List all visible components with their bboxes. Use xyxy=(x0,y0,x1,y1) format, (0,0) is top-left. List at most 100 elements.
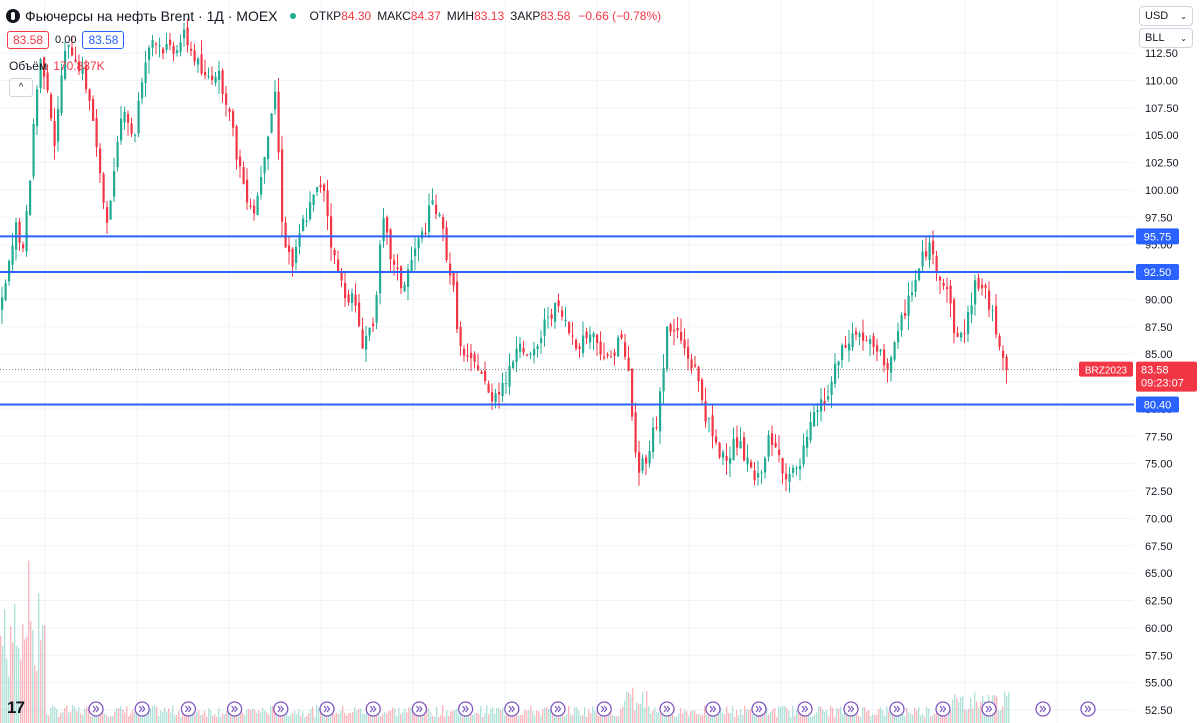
volume-bar xyxy=(400,714,402,723)
event-marker-icon[interactable] xyxy=(1080,701,1096,717)
volume-bar xyxy=(178,710,180,723)
volume-bar xyxy=(408,707,410,723)
event-marker-icon[interactable] xyxy=(273,701,289,717)
candle xyxy=(449,252,452,285)
candle xyxy=(120,106,123,145)
volume-bar xyxy=(142,711,144,723)
volume-bar xyxy=(902,709,904,723)
volume-bar xyxy=(116,707,118,723)
event-marker-icon[interactable] xyxy=(1035,701,1051,717)
buy-price-button[interactable]: 83.58 xyxy=(82,31,125,49)
volume-bar xyxy=(80,713,82,723)
volume-bar xyxy=(196,711,198,723)
price-tick-label: 70.00 xyxy=(1145,513,1173,525)
volume-bar xyxy=(70,711,72,723)
candle xyxy=(571,322,574,345)
volume-bar xyxy=(748,709,750,723)
candle xyxy=(858,331,861,346)
candle xyxy=(897,322,900,349)
candle xyxy=(683,328,686,356)
volume-bar xyxy=(150,708,152,723)
candle xyxy=(134,133,137,143)
event-marker-icon[interactable] xyxy=(981,701,997,717)
candle xyxy=(949,279,952,318)
event-marker-icon[interactable] xyxy=(659,701,675,717)
event-marker-icon[interactable] xyxy=(504,701,520,717)
price-tick-label: 60.00 xyxy=(1145,623,1173,635)
event-marker-icon[interactable] xyxy=(705,701,721,717)
volume-bar xyxy=(206,716,208,723)
volume-bar xyxy=(684,709,686,723)
volume-bar xyxy=(976,701,978,723)
event-marker-icon[interactable] xyxy=(226,701,243,717)
volume-bar xyxy=(148,712,150,723)
unit-select[interactable]: BLL ⌄ xyxy=(1139,28,1193,48)
event-marker-icon[interactable] xyxy=(797,701,813,717)
event-marker-icon[interactable] xyxy=(88,701,104,717)
volume-bar xyxy=(854,710,856,723)
event-marker-icon[interactable] xyxy=(411,701,428,717)
event-marker-icon[interactable] xyxy=(365,701,381,717)
volume-bar xyxy=(590,713,592,723)
candle xyxy=(15,218,18,261)
tradingview-logo-icon[interactable]: 17 xyxy=(7,698,25,717)
price-tick-label: 85.00 xyxy=(1145,349,1173,361)
volume-bar xyxy=(424,714,426,723)
event-marker-icon[interactable] xyxy=(457,701,474,717)
event-marker-icon[interactable] xyxy=(134,701,150,717)
candle xyxy=(974,274,977,316)
event-marker-icon[interactable] xyxy=(935,701,951,717)
candle xyxy=(1005,354,1008,384)
volume-bar xyxy=(248,708,250,723)
price-axis[interactable] xyxy=(1134,0,1200,723)
event-marker-icon[interactable] xyxy=(843,701,859,717)
symbol-title[interactable]: Фьючерсы на нефть Brent · 1Д · MOEX xyxy=(25,8,278,24)
event-marker-icon[interactable] xyxy=(319,701,335,717)
candle xyxy=(358,294,361,328)
volume-bar xyxy=(194,714,196,723)
volume-bar xyxy=(228,709,230,723)
volume-bar xyxy=(0,635,2,723)
volume-bar xyxy=(266,712,268,723)
volume-bar xyxy=(530,705,532,723)
candle xyxy=(204,59,207,80)
volume-bar xyxy=(420,714,422,723)
price-tick-label: 105.00 xyxy=(1145,130,1179,142)
volume-bar xyxy=(756,711,758,723)
event-marker-icon[interactable] xyxy=(889,701,905,717)
event-marker-icon[interactable] xyxy=(751,701,767,717)
volume-bar xyxy=(66,705,68,723)
candle xyxy=(813,404,816,428)
candle xyxy=(165,32,168,53)
volume-bar xyxy=(98,716,100,723)
volume-bar xyxy=(278,712,280,723)
candle xyxy=(631,368,634,421)
price-tick-label: 102.50 xyxy=(1145,158,1179,170)
candle xyxy=(214,71,217,87)
candle xyxy=(837,360,840,379)
volume-bar xyxy=(582,715,584,723)
candle xyxy=(319,175,322,193)
collapse-legend-button[interactable]: ^ xyxy=(9,78,33,97)
volume-bar xyxy=(868,709,870,723)
volume-bar xyxy=(236,714,238,723)
volume-bar xyxy=(338,713,340,723)
sell-price-button[interactable]: 83.58 xyxy=(7,31,50,49)
volume-bar xyxy=(904,715,906,723)
volume-bar xyxy=(200,715,202,723)
volume-bar xyxy=(788,710,790,723)
event-marker-icon[interactable] xyxy=(596,701,612,717)
candle xyxy=(722,449,725,466)
candle xyxy=(792,464,795,478)
event-marker-icon[interactable] xyxy=(180,701,197,717)
candle xyxy=(81,56,84,81)
volume-bar xyxy=(312,706,314,723)
candle xyxy=(151,35,154,57)
volume-bar xyxy=(416,711,418,723)
volume-bar xyxy=(686,711,688,723)
candle xyxy=(907,282,910,330)
event-marker-icon[interactable] xyxy=(550,701,566,717)
currency-select[interactable]: USD ⌄ xyxy=(1139,6,1193,26)
close-value: 83.58 xyxy=(540,9,571,23)
